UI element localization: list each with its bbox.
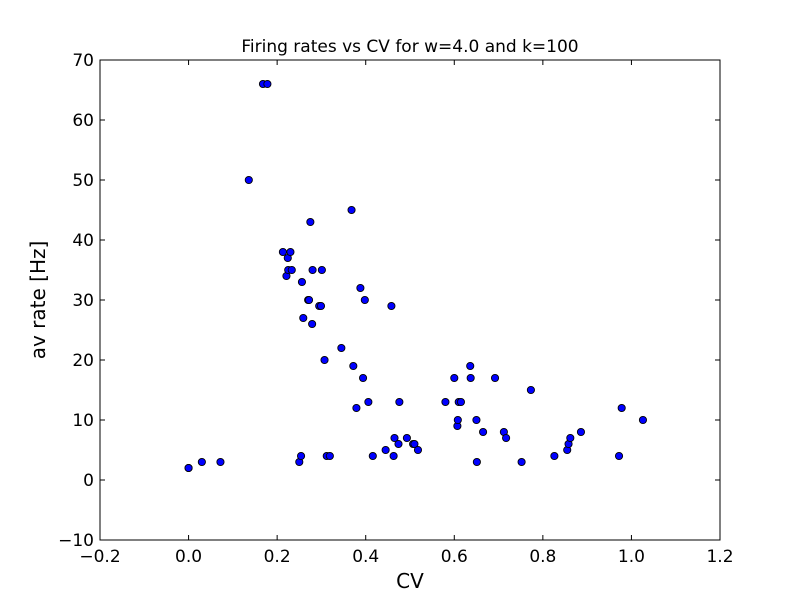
y-tick-label: 50 xyxy=(72,171,94,191)
x-tick-label: 1.2 xyxy=(706,547,733,567)
data-point xyxy=(453,415,462,425)
data-point xyxy=(244,175,253,185)
y-tick-label: 10 xyxy=(72,411,94,431)
data-point xyxy=(368,451,377,461)
data-point xyxy=(614,451,624,461)
data-point xyxy=(299,313,308,323)
data-point xyxy=(308,265,317,275)
x-tick-label: 0.0 xyxy=(175,547,202,567)
x-tick-label: 1.0 xyxy=(618,547,645,567)
data-point xyxy=(349,361,358,371)
data-point xyxy=(278,247,287,257)
data-point xyxy=(297,451,306,461)
y-tick-label: 60 xyxy=(72,111,94,131)
data-point xyxy=(550,451,559,461)
data-point xyxy=(576,427,585,437)
data-point xyxy=(450,373,459,383)
data-point xyxy=(337,343,346,353)
data-point xyxy=(263,79,272,89)
data-point xyxy=(456,397,465,407)
data-point xyxy=(381,445,390,455)
data-point xyxy=(356,283,365,293)
y-tick-label: −10 xyxy=(58,531,94,551)
y-tick-label: 0 xyxy=(83,471,94,491)
x-tick-label: 0.2 xyxy=(264,547,291,567)
x-tick-label: 0.4 xyxy=(352,547,379,567)
data-point xyxy=(364,397,373,407)
data-point xyxy=(472,415,481,425)
y-tick-label: 70 xyxy=(72,51,94,71)
plot-frame xyxy=(99,59,721,541)
data-point xyxy=(390,433,399,443)
data-point xyxy=(347,205,356,215)
data-point xyxy=(287,265,296,275)
data-point xyxy=(320,355,329,365)
axis-ticks: −0.2 0.0 0.2 0.4 0.6 0.8 1.0 1.2 −10 0 10 20 30 40 50 6… xyxy=(58,51,733,567)
data-point xyxy=(490,373,500,383)
data-point xyxy=(502,433,511,443)
data-point xyxy=(410,439,419,449)
data-point xyxy=(308,319,317,329)
data-point xyxy=(197,457,206,467)
data-point xyxy=(286,247,295,257)
data-point xyxy=(638,415,647,425)
data-point xyxy=(352,403,361,413)
data-point xyxy=(566,433,575,443)
data-point xyxy=(617,403,626,413)
data-point xyxy=(304,295,314,305)
chart-title: Firing rates vs CV for w=4.0 and k=100 xyxy=(241,37,578,57)
data-point xyxy=(325,451,334,461)
data-point xyxy=(413,445,423,455)
y-tick-label: 20 xyxy=(72,351,94,371)
y-tick-label: 30 xyxy=(72,291,94,311)
x-axis-label: CV xyxy=(396,569,424,593)
x-tick-label: 0.8 xyxy=(529,547,556,567)
data-point xyxy=(394,439,403,449)
y-tick-label: 40 xyxy=(72,231,94,251)
data-point xyxy=(297,277,306,287)
data-point xyxy=(479,427,488,437)
data-point xyxy=(472,457,481,467)
data-point xyxy=(306,217,315,227)
data-point xyxy=(317,265,326,275)
x-tick-label: −0.2 xyxy=(79,547,120,567)
data-point xyxy=(526,385,535,395)
data-point xyxy=(359,373,368,383)
data-point xyxy=(395,397,404,407)
data-points xyxy=(184,79,647,473)
data-point xyxy=(441,397,450,407)
data-point xyxy=(360,295,369,305)
data-point xyxy=(316,301,326,311)
data-point xyxy=(517,457,526,467)
data-point xyxy=(402,433,411,443)
data-point xyxy=(216,457,225,467)
data-point xyxy=(466,361,475,371)
data-point xyxy=(466,373,475,383)
data-point xyxy=(387,301,396,311)
data-point xyxy=(389,451,398,461)
x-tick-label: 0.6 xyxy=(441,547,468,567)
data-point xyxy=(184,463,193,473)
y-axis-label: av rate [Hz] xyxy=(26,241,50,360)
